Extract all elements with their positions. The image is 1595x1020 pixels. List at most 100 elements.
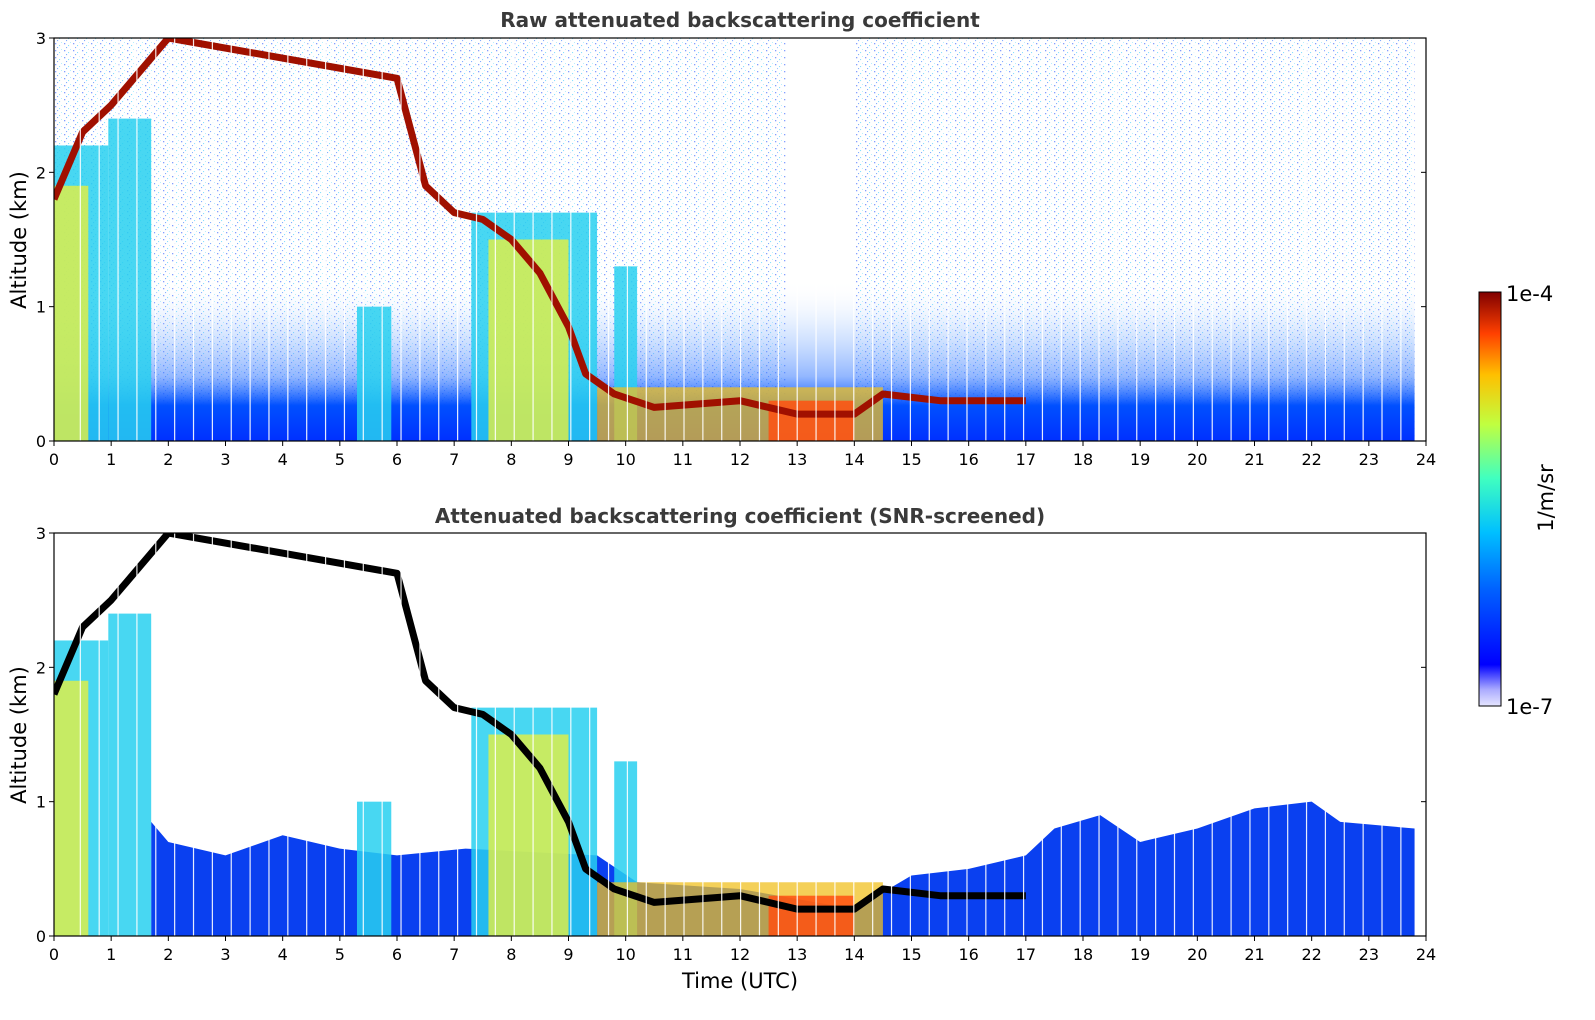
x-tick-label: 10 — [615, 450, 635, 469]
x-tick-label: 23 — [1359, 945, 1379, 964]
x-tick-label: 18 — [1073, 945, 1093, 964]
missing-data-stripe — [853, 533, 855, 936]
missing-data-stripe — [853, 38, 855, 441]
missing-data-stripe — [1305, 533, 1308, 936]
missing-data-stripe — [306, 38, 308, 441]
missing-data-stripe — [607, 533, 610, 936]
missing-data-stripe — [1079, 533, 1081, 936]
missing-data-stripe — [268, 533, 270, 936]
heatmap-layer — [54, 533, 1415, 936]
missing-data-stripe — [683, 38, 685, 441]
x-tick-label: 1 — [106, 945, 116, 964]
missing-data-stripe — [532, 533, 534, 936]
x-tick-label: 15 — [901, 945, 921, 964]
missing-data-stripe — [1362, 533, 1364, 936]
missing-data-stripe — [1098, 533, 1100, 936]
x-tick-label: 8 — [506, 450, 516, 469]
x-tick-label: 6 — [392, 450, 402, 469]
missing-data-stripe — [306, 533, 308, 936]
missing-data-stripe — [1155, 38, 1157, 441]
x-tick-label: 12 — [730, 945, 750, 964]
panel-a-plot — [54, 38, 1415, 441]
x-tick-label: 14 — [844, 945, 864, 964]
missing-data-stripe — [607, 38, 610, 441]
missing-data-stripe — [626, 533, 629, 936]
missing-data-stripe — [343, 38, 346, 441]
missing-data-stripe — [1173, 533, 1176, 936]
x-tick-label: 14 — [844, 450, 864, 469]
x-tick-label: 20 — [1187, 945, 1207, 964]
missing-data-stripe — [1004, 38, 1006, 441]
missing-data-stripe — [1041, 533, 1044, 936]
missing-data-stripe — [1022, 533, 1025, 936]
x-tick-label: 24 — [1416, 945, 1436, 964]
missing-data-stripe — [928, 533, 930, 936]
aerosol-column — [356, 306, 392, 441]
missing-data-stripe — [1343, 38, 1345, 441]
missing-data-stripe — [249, 533, 251, 936]
panel-b-axes: 0 1 2 3 4 5 6 7 8 9 10 11 12 13 14 15 16 17 18 19 20 21 22 23 24… — [36, 524, 1436, 964]
x-tick-label: 3 — [220, 450, 230, 469]
missing-data-stripe — [815, 533, 817, 936]
missing-data-stripe — [1173, 38, 1176, 441]
missing-data-stripe — [230, 38, 232, 441]
y-tick-label: 0 — [36, 927, 46, 946]
missing-data-stripe — [1324, 533, 1327, 936]
missing-data-stripe — [155, 38, 157, 441]
missing-data-stripe — [155, 533, 157, 936]
missing-data-stripe — [551, 533, 553, 936]
missing-data-stripe — [192, 533, 195, 936]
x-tick-label: 18 — [1073, 450, 1093, 469]
missing-data-stripe — [1117, 533, 1119, 936]
x-tick-label: 2 — [163, 945, 173, 964]
missing-data-stripe — [1136, 38, 1138, 441]
x-tick-label: 16 — [958, 450, 978, 469]
missing-data-stripe — [966, 38, 968, 441]
missing-data-stripe — [1079, 38, 1081, 441]
x-tick-label: 20 — [1187, 450, 1207, 469]
missing-data-stripe — [1268, 533, 1270, 936]
x-tick-label: 2 — [163, 450, 173, 469]
missing-data-stripe — [1022, 38, 1025, 441]
missing-data-stripe — [192, 38, 195, 441]
missing-data-stripe — [287, 533, 289, 936]
missing-data-stripe — [457, 38, 459, 441]
x-tick-label: 19 — [1130, 945, 1150, 964]
missing-data-stripe — [1287, 533, 1289, 936]
missing-data-stripe — [1324, 38, 1327, 441]
missing-data-stripe — [475, 38, 478, 441]
missing-data-stripe — [721, 533, 723, 936]
missing-data-stripe — [909, 533, 911, 936]
x-tick-label: 24 — [1416, 450, 1436, 469]
missing-data-stripe — [532, 38, 534, 441]
missing-data-stripe — [1211, 38, 1213, 441]
missing-data-stripe — [758, 38, 761, 441]
missing-data-stripe — [985, 38, 987, 441]
panel-b-plot — [54, 533, 1415, 936]
missing-data-stripe — [1098, 38, 1100, 441]
x-tick-label: 4 — [278, 945, 288, 964]
cloud-layer-track — [54, 38, 1026, 418]
missing-data-stripe — [721, 38, 723, 441]
missing-data-stripe — [1041, 38, 1044, 441]
x-tick-label: 9 — [563, 945, 573, 964]
x-tick-label: 0 — [49, 450, 59, 469]
missing-data-stripe — [174, 38, 176, 441]
missing-data-stripe — [1400, 38, 1402, 441]
missing-data-stripe — [494, 38, 496, 441]
aerosol-core — [54, 680, 89, 936]
missing-data-stripe — [1155, 533, 1157, 936]
x-tick-label: 8 — [506, 945, 516, 964]
y-tick-label: 3 — [36, 29, 46, 48]
missing-data-stripe — [1192, 38, 1194, 441]
missing-data-stripe — [834, 533, 836, 936]
missing-data-stripe — [381, 533, 383, 936]
x-tick-label: 4 — [278, 450, 288, 469]
missing-data-stripe — [702, 38, 704, 441]
x-tick-label: 23 — [1359, 450, 1379, 469]
x-tick-label: 11 — [673, 945, 693, 964]
missing-data-stripe — [136, 38, 138, 441]
missing-data-stripe — [1249, 38, 1251, 441]
aerosol-column — [356, 801, 392, 936]
missing-data-stripe — [98, 533, 100, 936]
